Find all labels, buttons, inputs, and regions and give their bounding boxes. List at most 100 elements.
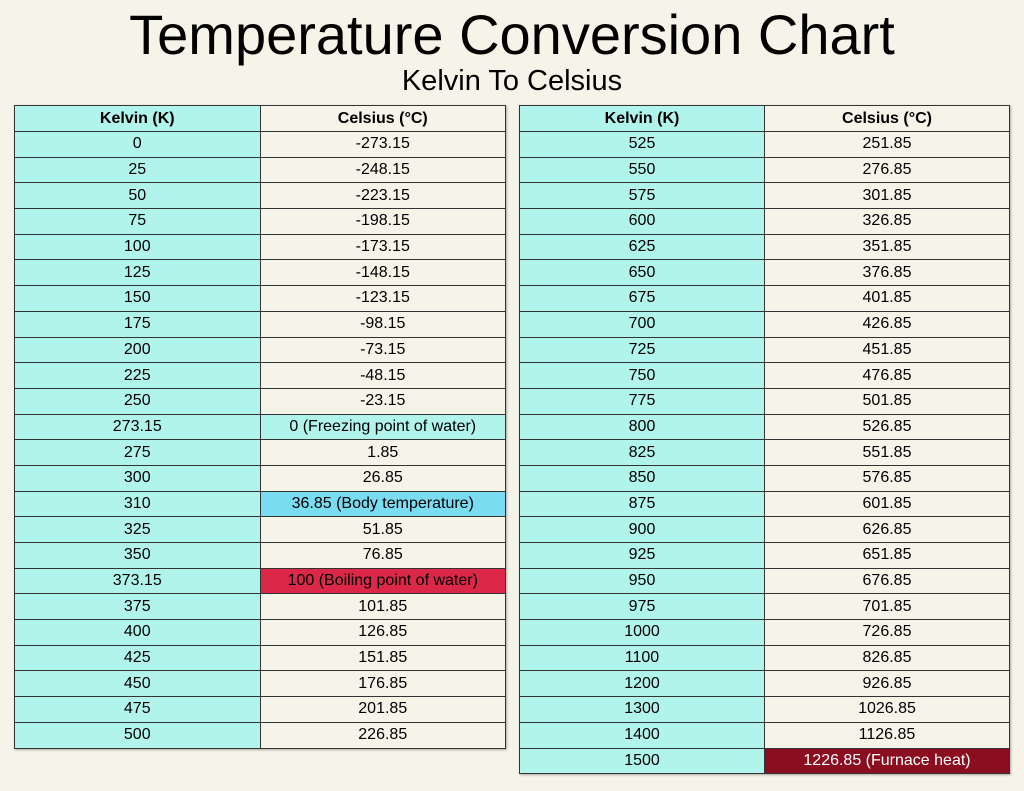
conversion-table-left: Kelvin (K) Celsius (°C) 0 -273.15 25 -248.1…	[14, 105, 506, 749]
kelvin-cell: 300	[14, 464, 261, 492]
table-row: 273.15 0 (Freezing point of water)	[14, 413, 506, 441]
conversion-table-right: Kelvin (K) Celsius (°C) 525 251.85 550 276.…	[519, 105, 1010, 775]
kelvin-cell: 25	[14, 156, 261, 184]
kelvin-cell: 975	[519, 593, 765, 621]
kelvin-cell: 375	[14, 593, 261, 621]
kelvin-cell: 500	[14, 721, 261, 749]
celsius-cell: 401.85	[764, 285, 1010, 312]
table-row: 400 126.85	[14, 619, 506, 646]
kelvin-cell: 1100	[519, 644, 765, 672]
celsius-cell: 326.85	[764, 208, 1010, 235]
table-row: 50 -223.15	[14, 182, 506, 210]
kelvin-cell: 775	[519, 387, 765, 415]
table-row: 975 701.85	[519, 593, 1010, 621]
celsius-cell: 601.85	[764, 490, 1010, 518]
table-row: 175 -98.15	[14, 310, 506, 338]
celsius-cell: 576.85	[764, 464, 1010, 492]
celsius-cell: 1.85	[259, 439, 506, 466]
table-row: 25 -248.15	[14, 156, 506, 184]
table-row: 0 -273.15	[14, 131, 506, 158]
celsius-cell: -98.15	[259, 310, 506, 338]
celsius-cell: -48.15	[259, 362, 506, 389]
celsius-cell: 701.85	[764, 593, 1010, 621]
kelvin-cell: 450	[14, 670, 261, 698]
table-row: 350 76.85	[14, 542, 506, 569]
kelvin-cell: 273.15	[14, 413, 261, 441]
kelvin-cell: 900	[519, 516, 765, 543]
table-row: 1500 1226.85 (Furnace heat)	[519, 747, 1010, 775]
table-row: 425 151.85	[14, 644, 506, 672]
celsius-cell: -73.15	[259, 336, 506, 364]
celsius-cell: 151.85	[259, 644, 506, 672]
kelvin-cell: 325	[14, 516, 261, 543]
celsius-cell: 1026.85	[764, 696, 1010, 723]
celsius-cell: -173.15	[259, 233, 506, 261]
kelvin-cell: 100	[14, 233, 261, 261]
table-row: 900 626.85	[519, 516, 1010, 543]
kelvin-cell: 75	[14, 208, 261, 235]
celsius-header: Celsius (°C)	[764, 105, 1010, 132]
celsius-cell: 1126.85	[764, 721, 1010, 749]
table-row: 475 201.85	[14, 696, 506, 723]
celsius-cell: 76.85	[259, 542, 506, 569]
table-row: 950 676.85	[519, 567, 1010, 595]
kelvin-cell: 575	[519, 182, 765, 210]
celsius-cell: 276.85	[764, 156, 1010, 184]
kelvin-cell: 725	[519, 336, 765, 364]
celsius-cell: -223.15	[259, 182, 506, 210]
celsius-cell: 176.85	[259, 670, 506, 698]
kelvin-cell: 373.15	[14, 567, 261, 595]
page-title: Temperature Conversion Chart	[129, 3, 895, 66]
table-row: 625 351.85	[519, 233, 1010, 261]
kelvin-cell: 625	[519, 233, 765, 261]
celsius-cell-furnace: 1226.85 (Furnace heat)	[764, 747, 1010, 775]
table-row: 125 -148.15	[14, 259, 506, 287]
table-row: 775 501.85	[519, 387, 1010, 415]
celsius-cell-body: 36.85 (Body temperature)	[259, 490, 506, 518]
table-row: 310 36.85 (Body temperature)	[14, 490, 506, 518]
table-row: 100 -173.15	[14, 233, 506, 261]
table-row: 1200 926.85	[519, 670, 1010, 698]
kelvin-cell: 825	[519, 439, 765, 466]
celsius-cell: 101.85	[259, 593, 506, 621]
table-row: 1000 726.85	[519, 619, 1010, 646]
table-row: 1300 1026.85	[519, 696, 1010, 723]
table-row: 250 -23.15	[14, 387, 506, 415]
kelvin-cell: 1300	[519, 696, 765, 723]
celsius-cell: -148.15	[259, 259, 506, 287]
table-row: 373.15 100 (Boiling point of water)	[14, 567, 506, 595]
table-row: 375 101.85	[14, 593, 506, 621]
kelvin-cell: 800	[519, 413, 765, 441]
page-subtitle: Kelvin To Celsius	[401, 65, 623, 97]
table-row: 800 526.85	[519, 413, 1010, 441]
table-row: 750 476.85	[519, 362, 1010, 389]
celsius-cell: 26.85	[259, 464, 506, 492]
kelvin-cell: 850	[519, 464, 765, 492]
kelvin-cell: 675	[519, 285, 765, 312]
celsius-cell: -198.15	[259, 208, 506, 235]
table-row: 450 176.85	[14, 670, 506, 698]
kelvin-cell: 875	[519, 490, 765, 518]
table-row: 600 326.85	[519, 208, 1010, 235]
table-row: 525 251.85	[519, 131, 1010, 158]
kelvin-cell: 700	[519, 310, 765, 338]
kelvin-cell: 525	[519, 131, 765, 158]
kelvin-cell: 150	[14, 285, 261, 312]
table-row: 225 -48.15	[14, 362, 506, 389]
kelvin-header: Kelvin (K)	[519, 105, 765, 132]
celsius-cell: -123.15	[259, 285, 506, 312]
celsius-cell: -23.15	[259, 387, 506, 415]
kelvin-cell: 175	[14, 310, 261, 338]
table-row: 275 1.85	[14, 439, 506, 466]
kelvin-cell: 475	[14, 696, 261, 723]
celsius-cell: -248.15	[259, 156, 506, 184]
table-row: 325 51.85	[14, 516, 506, 543]
kelvin-cell: 1000	[519, 619, 765, 646]
celsius-cell: 651.85	[764, 542, 1010, 569]
kelvin-cell: 750	[519, 362, 765, 389]
kelvin-cell: 0	[14, 131, 261, 158]
celsius-cell: 926.85	[764, 670, 1010, 698]
kelvin-cell: 550	[519, 156, 765, 184]
kelvin-cell: 1500	[519, 747, 765, 775]
table-row: 1100 826.85	[519, 644, 1010, 672]
